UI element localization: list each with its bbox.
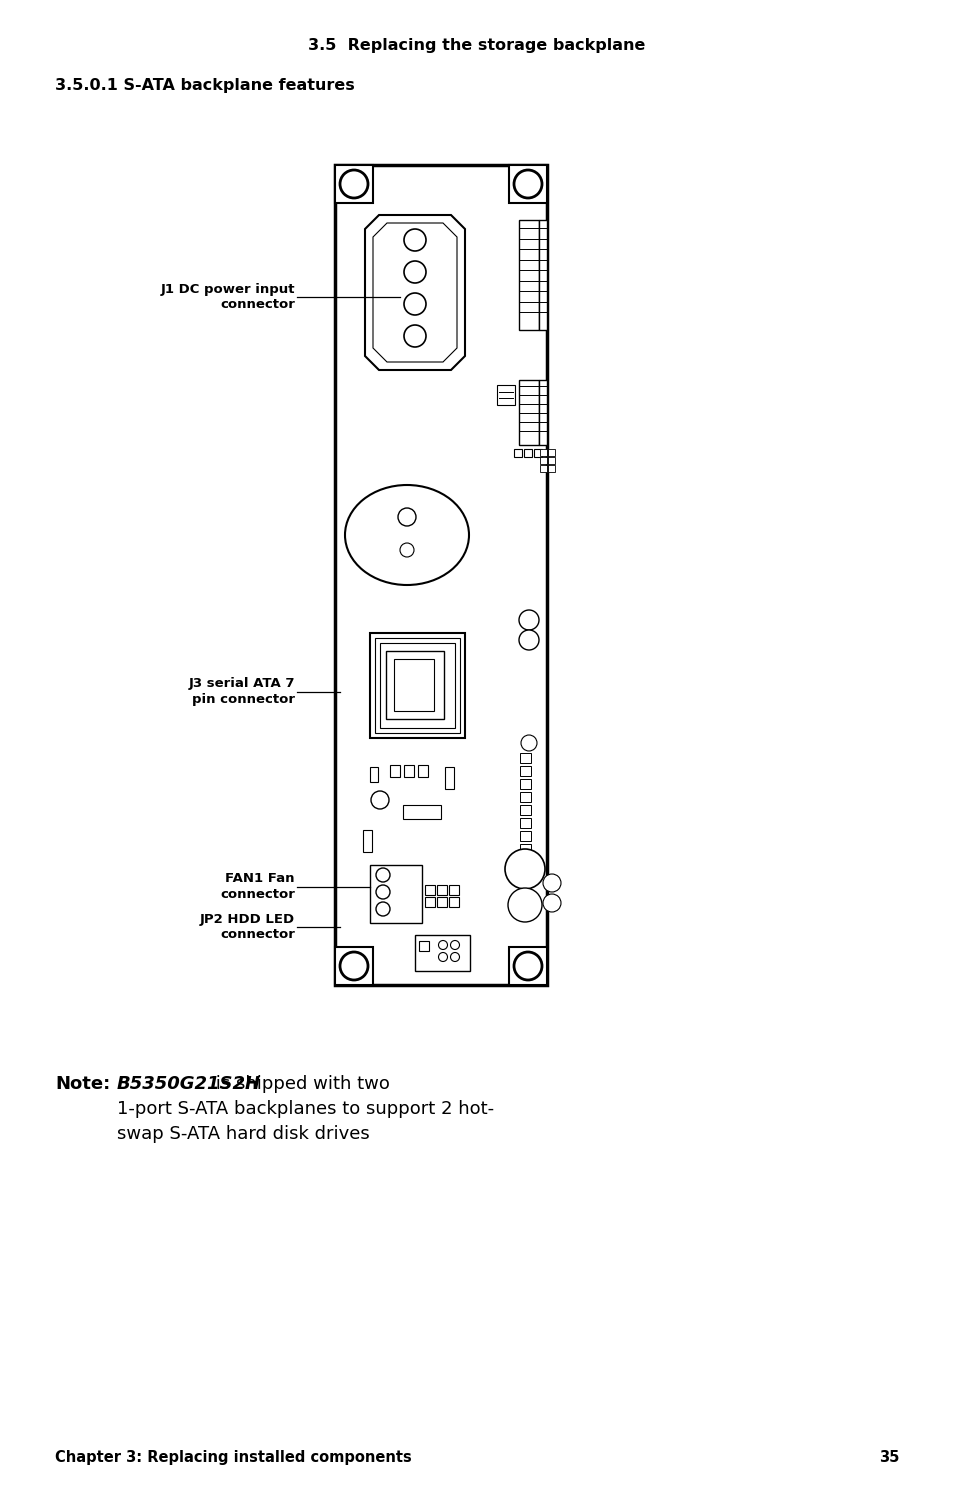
Text: Note:: Note: bbox=[55, 1076, 111, 1094]
Bar bbox=[386, 651, 443, 719]
Bar bbox=[539, 450, 546, 456]
Text: 3.5  Replacing the storage backplane: 3.5 Replacing the storage backplane bbox=[308, 37, 645, 52]
Text: 1-port S-ATA backplanes to support 2 hot-: 1-port S-ATA backplanes to support 2 hot… bbox=[117, 1100, 494, 1118]
Bar bbox=[547, 450, 555, 456]
Text: pin connector: pin connector bbox=[192, 693, 294, 707]
Bar bbox=[509, 947, 546, 985]
Circle shape bbox=[371, 790, 389, 808]
Bar bbox=[497, 385, 515, 405]
Bar bbox=[444, 766, 454, 789]
Bar bbox=[370, 766, 377, 781]
Circle shape bbox=[504, 849, 544, 889]
Polygon shape bbox=[365, 215, 464, 371]
Circle shape bbox=[450, 941, 459, 950]
Bar bbox=[436, 884, 447, 895]
Bar bbox=[424, 884, 435, 895]
Circle shape bbox=[520, 735, 537, 751]
Text: 35: 35 bbox=[878, 1451, 898, 1466]
Bar bbox=[534, 450, 541, 457]
Text: connector: connector bbox=[220, 299, 294, 312]
Circle shape bbox=[450, 953, 459, 962]
Bar bbox=[519, 819, 531, 828]
Circle shape bbox=[375, 868, 390, 881]
Text: FAN1 Fan: FAN1 Fan bbox=[225, 872, 294, 886]
Circle shape bbox=[375, 902, 390, 916]
Ellipse shape bbox=[345, 486, 469, 586]
Circle shape bbox=[403, 229, 426, 251]
Bar bbox=[539, 465, 546, 472]
Bar bbox=[363, 831, 372, 852]
Bar bbox=[390, 765, 399, 777]
Circle shape bbox=[514, 170, 541, 199]
Circle shape bbox=[542, 893, 560, 911]
Circle shape bbox=[438, 941, 447, 950]
Circle shape bbox=[507, 887, 541, 922]
Text: connector: connector bbox=[220, 889, 294, 901]
Circle shape bbox=[542, 874, 560, 892]
Circle shape bbox=[339, 170, 368, 199]
Bar bbox=[523, 450, 532, 457]
Circle shape bbox=[339, 952, 368, 980]
Text: is shipped with two: is shipped with two bbox=[210, 1076, 390, 1094]
Text: 3.5.0.1 S-ATA backplane features: 3.5.0.1 S-ATA backplane features bbox=[55, 78, 355, 93]
Bar bbox=[402, 805, 440, 819]
Bar bbox=[449, 884, 458, 895]
Bar bbox=[424, 896, 435, 907]
Bar bbox=[539, 457, 546, 465]
Circle shape bbox=[403, 261, 426, 282]
Bar bbox=[375, 638, 459, 734]
Circle shape bbox=[397, 508, 416, 526]
Circle shape bbox=[514, 952, 541, 980]
Text: J1 DC power input: J1 DC power input bbox=[160, 282, 294, 296]
Bar bbox=[538, 379, 546, 445]
Bar bbox=[519, 844, 531, 855]
Text: swap S-ATA hard disk drives: swap S-ATA hard disk drives bbox=[117, 1125, 370, 1143]
Bar bbox=[509, 164, 546, 203]
Text: J3 serial ATA 7: J3 serial ATA 7 bbox=[189, 677, 294, 690]
Bar bbox=[519, 778, 531, 789]
Circle shape bbox=[403, 326, 426, 347]
Bar bbox=[538, 220, 546, 330]
Bar bbox=[514, 450, 521, 457]
Bar bbox=[519, 831, 531, 841]
Bar bbox=[418, 941, 429, 952]
Bar bbox=[370, 865, 421, 923]
Bar bbox=[394, 659, 434, 711]
Circle shape bbox=[518, 630, 538, 650]
Text: B5350G21S2H: B5350G21S2H bbox=[117, 1076, 261, 1094]
Bar bbox=[379, 642, 455, 728]
Bar bbox=[519, 766, 531, 775]
Bar bbox=[519, 792, 531, 802]
Bar bbox=[415, 935, 470, 971]
Bar bbox=[417, 765, 428, 777]
Bar bbox=[370, 633, 464, 738]
Circle shape bbox=[403, 293, 426, 315]
Bar bbox=[403, 765, 414, 777]
Bar bbox=[519, 805, 531, 816]
Bar bbox=[436, 896, 447, 907]
Bar bbox=[518, 220, 538, 330]
Bar bbox=[449, 896, 458, 907]
Circle shape bbox=[375, 884, 390, 899]
Circle shape bbox=[399, 542, 414, 557]
Circle shape bbox=[438, 953, 447, 962]
Text: connector: connector bbox=[220, 928, 294, 941]
Text: JP2 HDD LED: JP2 HDD LED bbox=[200, 913, 294, 925]
Bar bbox=[518, 379, 538, 445]
Bar bbox=[547, 465, 555, 472]
Bar bbox=[547, 457, 555, 465]
Bar bbox=[335, 947, 373, 985]
Bar bbox=[519, 753, 531, 763]
Bar bbox=[335, 164, 546, 985]
Text: Chapter 3: Replacing installed components: Chapter 3: Replacing installed component… bbox=[55, 1451, 412, 1466]
Circle shape bbox=[518, 610, 538, 630]
Bar bbox=[335, 164, 373, 203]
